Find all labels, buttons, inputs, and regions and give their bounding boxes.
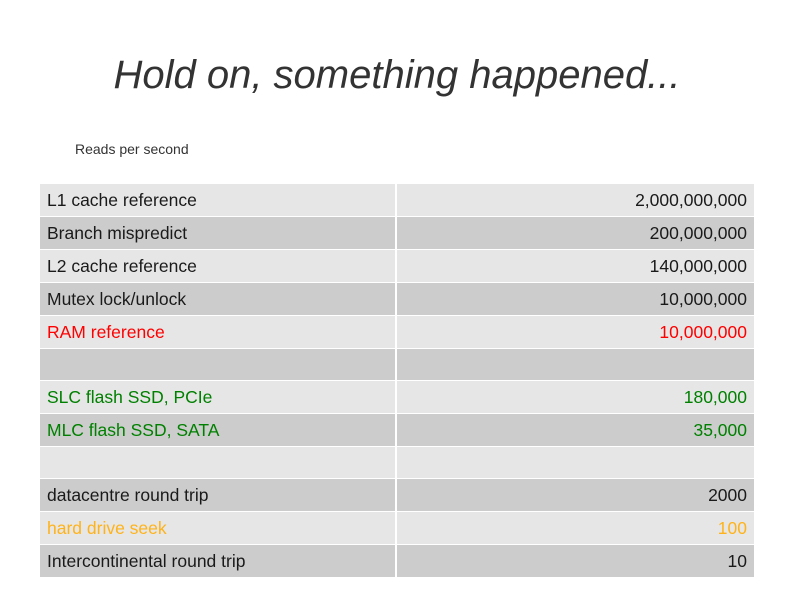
table-row-spacer bbox=[40, 446, 754, 479]
row-label: SLC flash SSD, PCIe bbox=[40, 380, 396, 414]
row-value: 10,000,000 bbox=[395, 282, 754, 316]
row-label: Mutex lock/unlock bbox=[40, 282, 396, 316]
table-row: Intercontinental round trip 10 bbox=[40, 544, 754, 578]
row-value: 100 bbox=[395, 511, 754, 545]
row-label: Intercontinental round trip bbox=[40, 544, 396, 578]
row-value: 10 bbox=[395, 544, 754, 578]
table-row: L2 cache reference 140,000,000 bbox=[40, 249, 754, 283]
table-row: Branch mispredict 200,000,000 bbox=[40, 216, 754, 250]
row-label: L2 cache reference bbox=[40, 249, 396, 283]
row-value: 180,000 bbox=[395, 380, 754, 414]
row-value: 2000 bbox=[395, 478, 754, 512]
row-label: RAM reference bbox=[40, 315, 396, 349]
table-row: MLC flash SSD, SATA 35,000 bbox=[40, 413, 754, 447]
table-row: hard drive seek 100 bbox=[40, 511, 754, 545]
row-label: L1 cache reference bbox=[40, 184, 396, 217]
row-value: 200,000,000 bbox=[395, 216, 754, 250]
slide-title: Hold on, something happened... bbox=[113, 53, 681, 97]
table-row: Mutex lock/unlock 10,000,000 bbox=[40, 282, 754, 316]
row-label: hard drive seek bbox=[40, 511, 396, 545]
table-row: datacentre round trip 2000 bbox=[40, 478, 754, 512]
row-value bbox=[395, 446, 754, 479]
row-value: 10,000,000 bbox=[395, 315, 754, 349]
row-label: datacentre round trip bbox=[40, 478, 396, 512]
row-label: Branch mispredict bbox=[40, 216, 396, 250]
table-row: L1 cache reference 2,000,000,000 bbox=[40, 184, 754, 217]
row-label bbox=[40, 446, 396, 479]
row-label bbox=[40, 348, 396, 381]
row-value bbox=[395, 348, 754, 381]
reads-per-second-table: L1 cache reference 2,000,000,000 Branch … bbox=[40, 184, 754, 578]
row-value: 140,000,000 bbox=[395, 249, 754, 283]
table-row-spacer bbox=[40, 348, 754, 381]
table-row: SLC flash SSD, PCIe 180,000 bbox=[40, 380, 754, 414]
row-value: 35,000 bbox=[395, 413, 754, 447]
row-label: MLC flash SSD, SATA bbox=[40, 413, 396, 447]
slide-subtitle: Reads per second bbox=[75, 141, 189, 157]
table-row: RAM reference 10,000,000 bbox=[40, 315, 754, 349]
row-value: 2,000,000,000 bbox=[395, 184, 754, 217]
